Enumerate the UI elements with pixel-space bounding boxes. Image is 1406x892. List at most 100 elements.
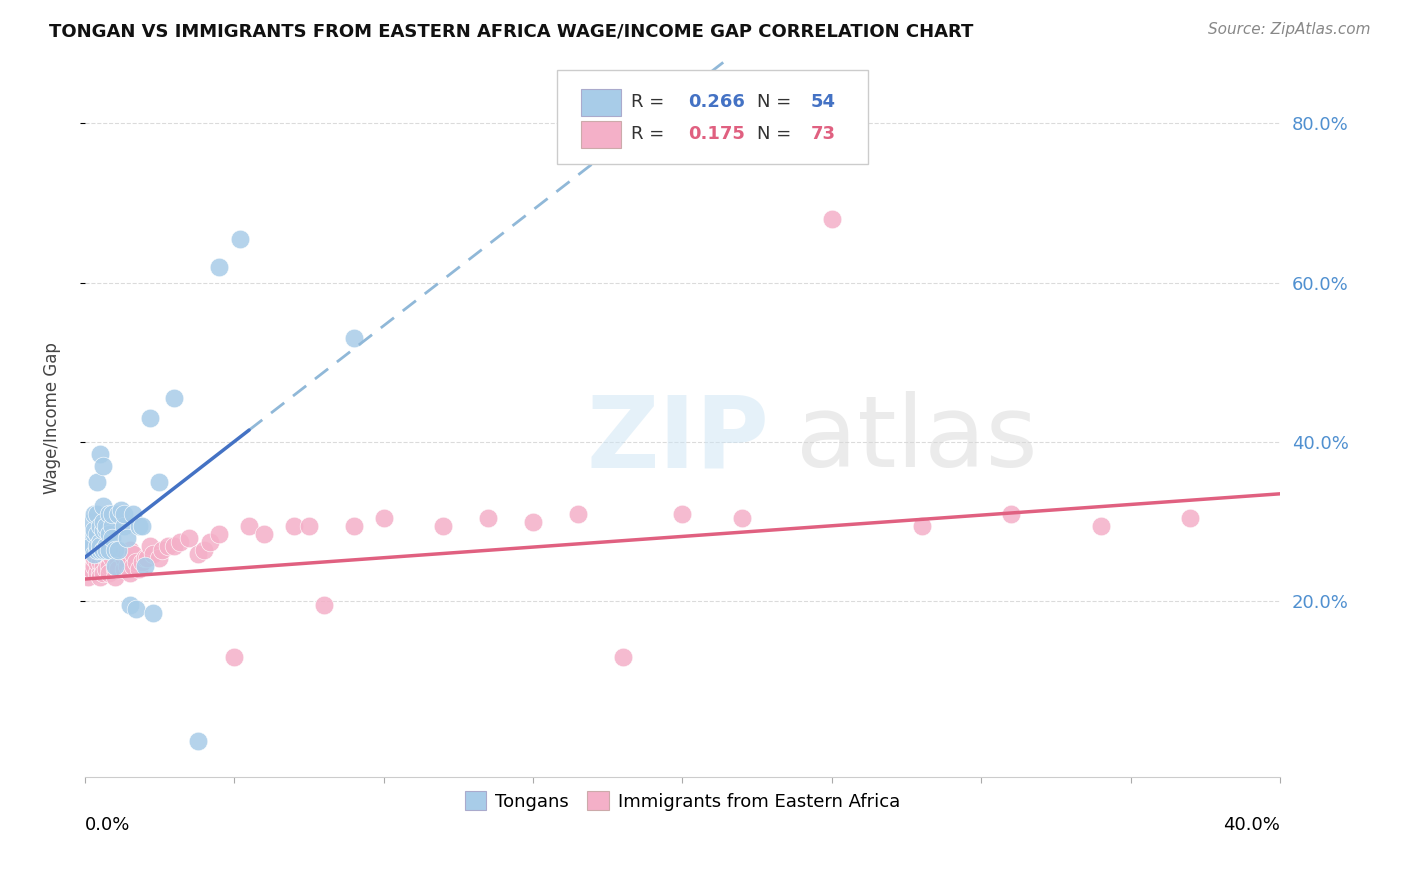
Point — [112, 562, 135, 576]
Point — [100, 531, 122, 545]
Text: 40.0%: 40.0% — [1223, 816, 1279, 834]
Point — [200, 534, 222, 549]
Point — [142, 607, 165, 621]
Point — [91, 458, 114, 473]
Point — [86, 555, 108, 569]
Point — [118, 599, 141, 613]
Point — [432, 518, 454, 533]
Point — [76, 570, 98, 584]
Point — [115, 558, 138, 573]
Point — [94, 518, 117, 533]
Point — [107, 555, 129, 569]
Point — [83, 523, 105, 537]
Point — [91, 547, 114, 561]
Point — [94, 539, 117, 553]
Point — [80, 515, 103, 529]
Point — [86, 542, 108, 557]
Point — [477, 510, 499, 524]
Point — [97, 507, 120, 521]
Point — [89, 542, 111, 557]
Y-axis label: Wage/Income Gap: Wage/Income Gap — [44, 343, 60, 494]
Point — [89, 570, 111, 584]
Point — [821, 211, 844, 226]
Point — [110, 547, 132, 561]
Point — [83, 539, 105, 553]
Point — [80, 542, 103, 557]
Point — [229, 232, 252, 246]
Text: N =: N = — [756, 93, 790, 111]
Point — [91, 558, 114, 573]
Text: 0.175: 0.175 — [689, 125, 745, 144]
Point — [128, 562, 150, 576]
Point — [522, 515, 544, 529]
Point — [83, 550, 105, 565]
Point — [121, 547, 143, 561]
Point — [91, 515, 114, 529]
Point — [193, 542, 215, 557]
Text: N =: N = — [756, 125, 790, 144]
Point — [94, 550, 117, 565]
Point — [910, 518, 932, 533]
Point — [83, 507, 105, 521]
Point — [100, 542, 122, 557]
Text: 73: 73 — [810, 125, 835, 144]
Point — [94, 562, 117, 576]
Point — [298, 518, 321, 533]
Point — [134, 550, 156, 565]
Point — [131, 555, 153, 569]
Point — [208, 526, 231, 541]
Point — [134, 558, 156, 573]
Point — [83, 526, 105, 541]
Point — [86, 539, 108, 553]
Point — [104, 562, 127, 576]
Point — [97, 542, 120, 557]
Point — [118, 542, 141, 557]
Point — [224, 650, 246, 665]
Point — [112, 518, 135, 533]
Point — [80, 539, 103, 553]
Point — [139, 539, 162, 553]
Point — [343, 518, 366, 533]
Point — [97, 547, 120, 561]
Point — [94, 542, 117, 557]
Point — [104, 547, 127, 561]
Point — [343, 331, 366, 345]
Point — [107, 562, 129, 576]
FancyBboxPatch shape — [557, 70, 868, 163]
Point — [97, 558, 120, 573]
Point — [124, 602, 146, 616]
Point — [89, 534, 111, 549]
Point — [91, 566, 114, 581]
Point — [312, 599, 335, 613]
Point — [567, 507, 589, 521]
Point — [100, 550, 122, 565]
Point — [97, 526, 120, 541]
Point — [121, 558, 143, 573]
Point — [107, 542, 129, 557]
Point — [1090, 518, 1112, 533]
Point — [187, 733, 209, 747]
Point — [1000, 507, 1022, 521]
Point — [131, 518, 153, 533]
Point — [104, 542, 127, 557]
Point — [179, 531, 201, 545]
Point — [163, 391, 186, 405]
Point — [91, 523, 114, 537]
Point — [731, 510, 754, 524]
Point — [86, 526, 108, 541]
Point — [83, 547, 105, 561]
Text: R =: R = — [631, 93, 664, 111]
Point — [91, 542, 114, 557]
Text: Source: ZipAtlas.com: Source: ZipAtlas.com — [1208, 22, 1371, 37]
Point — [283, 518, 305, 533]
Point — [100, 518, 122, 533]
Point — [253, 526, 276, 541]
Point — [142, 547, 165, 561]
Point — [169, 534, 191, 549]
FancyBboxPatch shape — [581, 121, 621, 148]
Point — [148, 550, 170, 565]
Point — [89, 539, 111, 553]
Point — [612, 650, 634, 665]
Point — [83, 558, 105, 573]
Point — [94, 523, 117, 537]
